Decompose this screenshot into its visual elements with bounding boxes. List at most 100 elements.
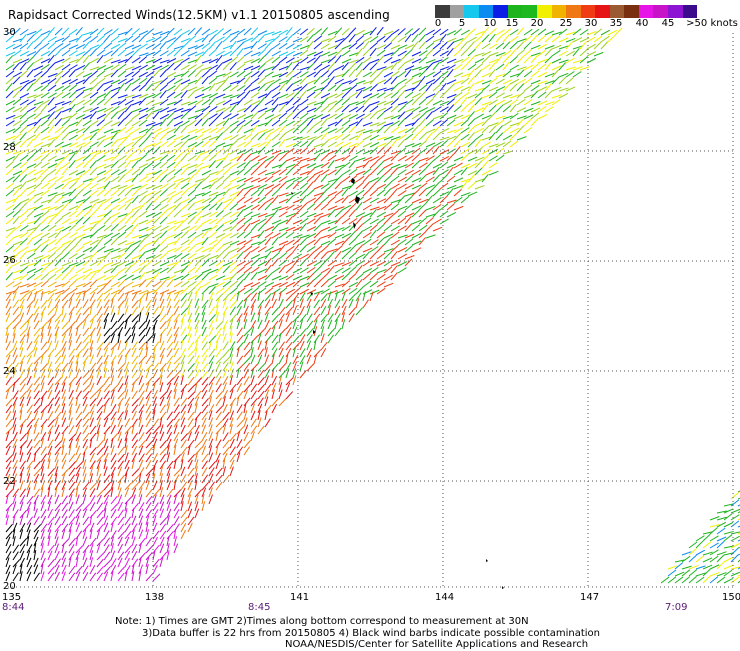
wind-barb — [145, 276, 156, 281]
wind-barb — [75, 530, 83, 540]
wind-barb — [208, 260, 218, 267]
wind-barb — [82, 459, 87, 470]
wind-barb — [306, 260, 317, 267]
wind-barb — [26, 418, 34, 428]
wind-barb — [124, 274, 134, 281]
wind-barb — [278, 83, 286, 92]
wind-barb — [187, 128, 198, 134]
wind-barb — [285, 120, 295, 127]
wind-barb — [215, 431, 219, 442]
wind-barb — [89, 57, 99, 64]
wind-barb — [75, 202, 84, 211]
wind-barb — [313, 76, 322, 85]
wind-barb — [75, 368, 80, 379]
wind-barb — [47, 340, 53, 351]
wind-barb — [68, 273, 78, 281]
wind-barb — [404, 255, 415, 260]
wind-barb — [19, 396, 25, 407]
wind-barb — [201, 272, 210, 281]
wind-barb — [369, 181, 378, 190]
wind-barb — [138, 424, 144, 435]
wind-barb — [89, 362, 97, 372]
wind-barb — [40, 265, 49, 274]
wind-barb — [488, 62, 496, 71]
wind-barb — [236, 47, 244, 57]
wind-barb — [558, 59, 569, 64]
lat-label-20: 20 — [3, 581, 16, 592]
wind-barb — [222, 452, 228, 463]
wind-barb — [355, 175, 365, 183]
wind-barb — [467, 111, 475, 120]
wind-barb — [131, 244, 140, 253]
wind-barb — [292, 342, 301, 351]
wind-barb — [243, 50, 253, 57]
wind-barb — [586, 51, 597, 57]
wind-barb — [313, 290, 324, 295]
wind-barb — [194, 232, 204, 239]
wind-barb — [89, 368, 95, 379]
wind-barb — [688, 554, 697, 563]
wind-barb — [376, 167, 385, 176]
wind-barb — [187, 100, 198, 106]
wind-barb — [159, 113, 170, 120]
wind-barb — [47, 213, 58, 218]
wind-barb — [278, 211, 288, 218]
wind-barb — [103, 397, 111, 407]
wind-barb — [187, 333, 192, 344]
wind-barb — [723, 522, 734, 528]
wind-barb — [103, 544, 110, 554]
wind-barb — [82, 31, 93, 36]
wind-barb — [19, 148, 29, 155]
wind-barb — [250, 298, 257, 309]
wind-barb — [334, 54, 342, 64]
scale-label: >50 knots — [686, 18, 738, 29]
wind-barb — [75, 292, 82, 302]
wind-barb — [33, 142, 44, 148]
wind-barb — [40, 375, 46, 386]
wind-barb — [208, 48, 217, 57]
wind-barb — [397, 195, 406, 204]
wind-barb — [215, 62, 224, 71]
wind-barb — [61, 509, 68, 519]
wind-barb — [222, 382, 227, 393]
wind-barb — [68, 177, 79, 183]
wind-barb — [208, 326, 214, 337]
wind-barb — [54, 175, 64, 183]
wind-barb — [173, 220, 184, 225]
wind-barb — [285, 83, 294, 92]
wind-barb — [716, 527, 726, 535]
wind-barb — [5, 418, 13, 428]
wind-barb — [75, 253, 85, 260]
wind-barb — [439, 218, 449, 225]
wind-barb — [159, 279, 167, 288]
wind-barb — [194, 64, 204, 71]
wind-barb — [159, 460, 167, 470]
scale-swatch — [595, 5, 610, 18]
wind-barb — [61, 333, 67, 344]
wind-barb — [68, 306, 75, 316]
wind-barb — [89, 502, 96, 512]
wind-barb — [33, 93, 44, 99]
wind-barb — [180, 84, 190, 92]
wind-barb — [117, 139, 126, 148]
wind-barb — [320, 70, 329, 78]
wind-barb — [68, 28, 78, 36]
wind-barb — [376, 205, 387, 211]
wind-barb — [33, 85, 43, 92]
wind-barb — [369, 76, 378, 85]
wind-barb — [474, 156, 485, 162]
wind-barb — [362, 225, 372, 232]
wind-barb — [250, 335, 259, 344]
wind-barb — [75, 55, 84, 64]
wind-barb — [250, 219, 261, 225]
wind-barb — [355, 118, 363, 127]
wind-barb — [341, 247, 352, 253]
wind-barb — [390, 163, 401, 169]
wind-barb — [264, 118, 273, 127]
wind-barb — [75, 127, 86, 134]
wind-barb — [5, 410, 12, 421]
wind-barb — [460, 104, 469, 113]
wind-barb — [271, 291, 276, 302]
wind-barb — [117, 397, 124, 407]
wind-barb — [138, 210, 148, 218]
